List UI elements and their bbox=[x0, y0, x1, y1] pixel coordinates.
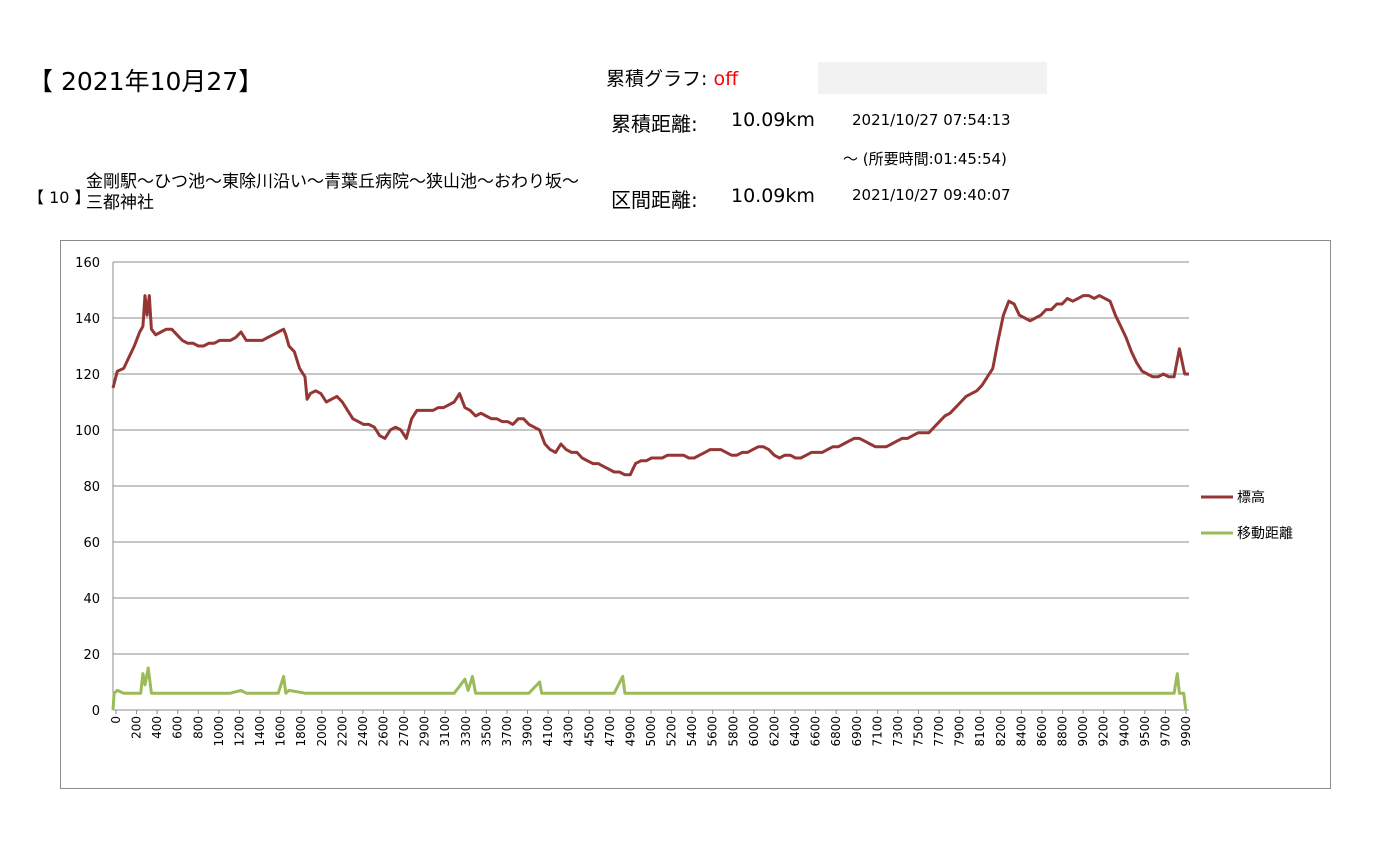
x-tick-label: 3300 bbox=[459, 716, 473, 747]
x-tick-label: 1600 bbox=[274, 716, 288, 747]
y-tick-label: 160 bbox=[75, 256, 100, 271]
x-tick-label: 6200 bbox=[767, 716, 781, 747]
x-tick-label: 7100 bbox=[870, 716, 884, 747]
series-line-moving-distance bbox=[111, 666, 1188, 711]
x-tick-label: 4700 bbox=[603, 716, 617, 747]
x-tick-label: 0 bbox=[109, 716, 123, 724]
x-tick-label: 3900 bbox=[521, 716, 535, 747]
x-tick-label: 1800 bbox=[294, 716, 308, 747]
section-distance-value: 10.09km bbox=[731, 185, 815, 207]
cumulative-graph-value[interactable]: off bbox=[713, 68, 739, 90]
cumulative-distance-value: 10.09km bbox=[731, 109, 815, 131]
x-tick-label: 5800 bbox=[726, 716, 740, 747]
section-distance-label: 区間距離: bbox=[611, 188, 698, 212]
x-tick-label: 2000 bbox=[315, 716, 329, 747]
y-tick-label: 120 bbox=[75, 368, 100, 383]
series-line-elevation bbox=[111, 294, 1189, 477]
start-time: 2021/10/27 07:54:13 bbox=[852, 111, 1011, 129]
x-tick-label: 8200 bbox=[994, 716, 1008, 747]
x-tick-label: 2200 bbox=[335, 716, 349, 747]
x-tick-label: 1000 bbox=[212, 716, 226, 747]
cumulative-graph-setting: 累積グラフ: off bbox=[606, 64, 738, 91]
x-tick-label: 9000 bbox=[1076, 716, 1090, 747]
cumulative-distance-label: 累積距離: bbox=[611, 112, 698, 136]
x-tick-label: 4500 bbox=[582, 716, 596, 747]
x-tick-label: 6000 bbox=[747, 716, 761, 747]
x-tick-label: 8600 bbox=[1035, 716, 1049, 747]
x-tick-label: 800 bbox=[191, 716, 205, 739]
y-tick-label: 100 bbox=[75, 424, 100, 439]
x-tick-label: 5600 bbox=[706, 716, 720, 747]
blank-field bbox=[818, 62, 1047, 94]
x-tick-label: 6400 bbox=[788, 716, 802, 747]
x-tick-label: 9500 bbox=[1138, 716, 1152, 747]
x-tick-label: 8100 bbox=[973, 716, 987, 747]
x-tick-label: 1400 bbox=[253, 716, 267, 747]
x-tick-label: 7300 bbox=[891, 716, 905, 747]
x-tick-label: 2700 bbox=[397, 716, 411, 747]
cumulative-graph-label: 累積グラフ: bbox=[606, 68, 714, 90]
x-tick-label: 2900 bbox=[418, 716, 432, 747]
end-time: 2021/10/27 09:40:07 bbox=[852, 186, 1011, 204]
x-tick-label: 6600 bbox=[809, 716, 823, 747]
x-tick-label: 7700 bbox=[932, 716, 946, 747]
x-tick-label: 600 bbox=[171, 716, 185, 739]
x-tick-label: 9400 bbox=[1117, 716, 1131, 747]
x-tick-label: 9900 bbox=[1179, 716, 1193, 747]
date-title: 【 2021年10月27】 bbox=[28, 67, 264, 96]
y-tick-label: 40 bbox=[83, 592, 100, 607]
x-tick-label: 8800 bbox=[1056, 716, 1070, 747]
x-tick-label: 7900 bbox=[953, 716, 967, 747]
x-tick-label: 4900 bbox=[623, 716, 637, 747]
y-tick-label: 20 bbox=[83, 648, 100, 663]
route-name: 金剛駅～ひつ池～東除川沿い～青葉丘病院～狭山池～おわり坂～三都神社 bbox=[86, 172, 579, 213]
x-tick-label: 200 bbox=[130, 716, 144, 739]
y-tick-label: 80 bbox=[83, 480, 100, 495]
x-tick-label: 6800 bbox=[829, 716, 843, 747]
x-tick-label: 5400 bbox=[685, 716, 699, 747]
x-tick-label: 8400 bbox=[1014, 716, 1028, 747]
x-tick-label: 6900 bbox=[850, 716, 864, 747]
x-tick-label: 3500 bbox=[479, 716, 493, 747]
y-tick-label: 60 bbox=[83, 536, 100, 551]
x-tick-label: 1200 bbox=[232, 716, 246, 747]
x-tick-label: 9200 bbox=[1097, 716, 1111, 747]
route-number: 【 10 】 bbox=[28, 188, 91, 207]
legend-label-elevation: 標高 bbox=[1237, 489, 1265, 506]
x-tick-label: 5000 bbox=[644, 716, 658, 747]
x-tick-label: 5200 bbox=[665, 716, 679, 747]
x-tick-label: 3100 bbox=[438, 716, 452, 747]
elevation-chart: 0 20 40 60 80 100 120 140 160 0 200 400 600 800 1000 12… bbox=[60, 240, 1331, 789]
y-tick-label: 0 bbox=[92, 704, 100, 719]
legend-label-moving-distance: 移動距離 bbox=[1237, 525, 1293, 542]
x-tick-label: 2400 bbox=[356, 716, 370, 747]
x-tick-label: 3700 bbox=[500, 716, 514, 747]
x-tick-label: 7500 bbox=[912, 716, 926, 747]
x-tick-label: 400 bbox=[150, 716, 164, 739]
x-tick-label: 4100 bbox=[541, 716, 555, 747]
x-tick-label: 9700 bbox=[1158, 716, 1172, 747]
x-tick-label: 4300 bbox=[562, 716, 576, 747]
x-tick-label: 2600 bbox=[377, 716, 391, 747]
duration: ～ (所要時間:01:45:54) bbox=[843, 150, 1007, 168]
y-tick-label: 140 bbox=[75, 312, 100, 327]
